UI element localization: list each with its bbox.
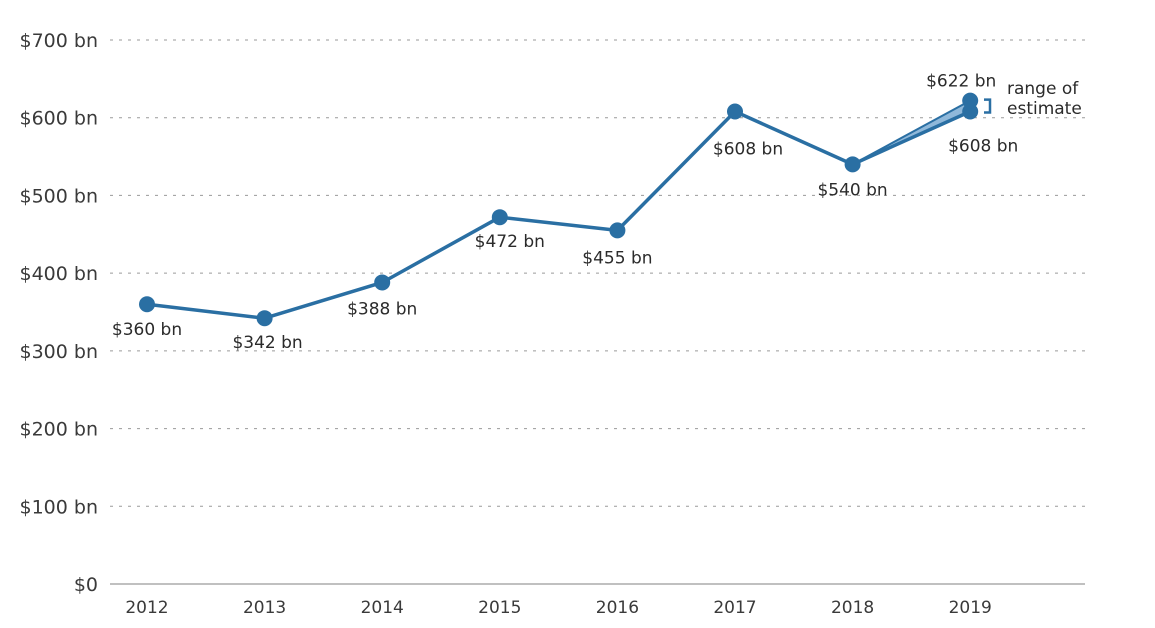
data-point (374, 274, 391, 291)
x-axis-tick-labels: 2012 2013 2014 2015 2016 2017 2018 2019 (125, 598, 991, 618)
data-labels: $360 bn $342 bn $388 bn $472 bn $455 bn $608 … (112, 72, 1018, 354)
y-tick-label: $400 bn (20, 263, 99, 285)
y-tick-label: $0 (74, 574, 98, 596)
data-label: $360 bn (112, 320, 182, 340)
x-tick-label: 2018 (831, 598, 874, 618)
data-label: $540 bn (817, 180, 887, 200)
data-point (491, 209, 508, 226)
y-tick-label: $100 bn (20, 496, 99, 518)
data-point-high-estimate (962, 92, 979, 109)
data-point (609, 222, 626, 239)
y-tick-label: $700 bn (20, 30, 99, 52)
data-point (139, 296, 155, 313)
x-tick-label: 2016 (596, 598, 639, 618)
data-label: $455 bn (582, 248, 652, 268)
series-layer (139, 92, 979, 327)
data-label-high-estimate: $622 bn (926, 72, 996, 92)
range-note-line: range of (1007, 79, 1079, 99)
range-bracket-icon (984, 98, 992, 114)
x-tick-label: 2017 (713, 598, 756, 618)
x-tick-label: 2019 (949, 598, 992, 618)
data-point (256, 310, 273, 327)
y-tick-label: $600 bn (20, 108, 99, 130)
data-label: $608 bn (948, 136, 1018, 156)
data-label: $608 bn (713, 139, 783, 159)
range-note-line: estimate (1007, 99, 1082, 119)
x-tick-label: 2012 (125, 598, 168, 618)
y-tick-label: $300 bn (20, 341, 99, 363)
y-tick-label: $200 bn (20, 419, 99, 441)
y-tick-label: $500 bn (20, 185, 99, 207)
data-point (727, 103, 743, 120)
x-tick-label: 2014 (361, 598, 404, 618)
data-label: $388 bn (347, 299, 417, 319)
data-label: $342 bn (232, 333, 302, 353)
x-tick-label: 2015 (478, 598, 521, 618)
y-axis-tick-labels: $0 $100 bn $200 bn $300 bn $400 bn $500 bn $60… (20, 30, 99, 596)
x-tick-label: 2013 (243, 598, 286, 618)
series-line (145, 109, 972, 320)
gridlines (110, 39, 1085, 507)
data-point (844, 156, 861, 173)
data-label: $472 bn (475, 232, 545, 252)
